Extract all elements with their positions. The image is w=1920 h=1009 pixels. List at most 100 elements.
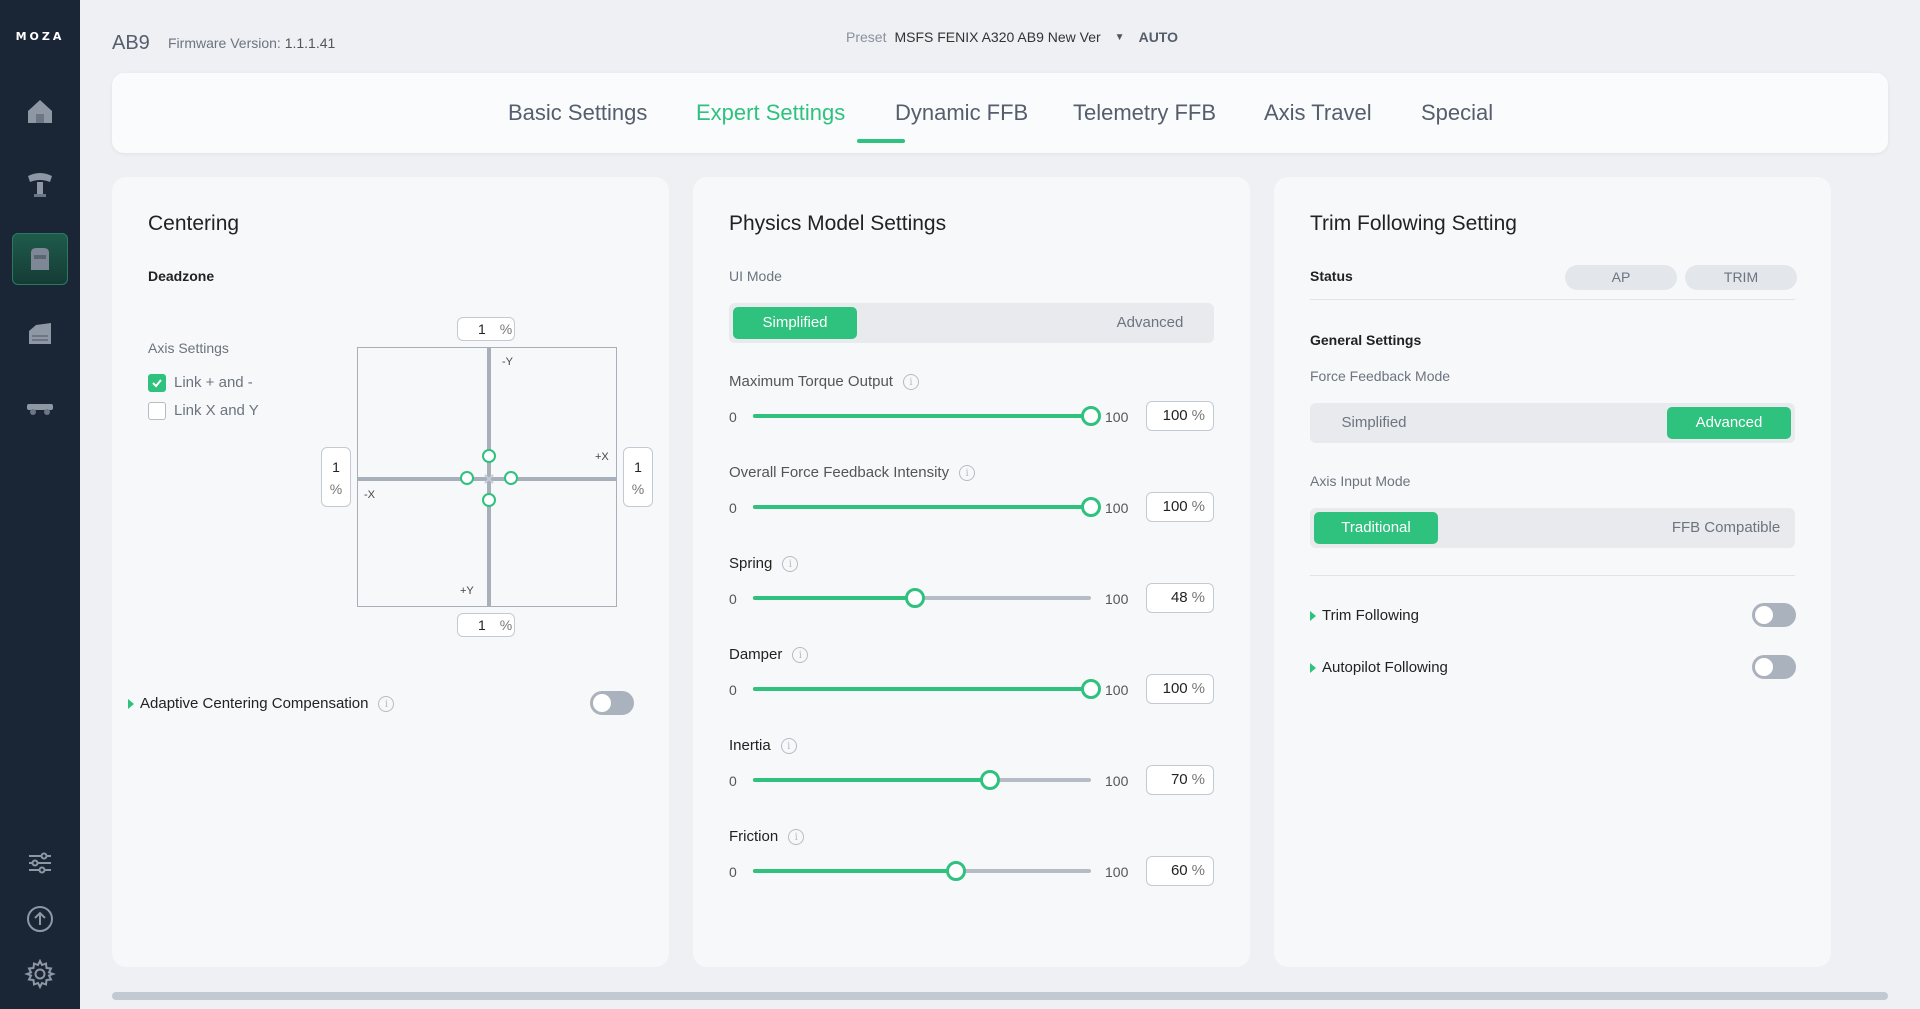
slider-label: Damper i xyxy=(729,646,809,664)
tab-special[interactable]: Special xyxy=(1421,100,1494,125)
slider-label: Maximum Torque Output i xyxy=(729,373,919,391)
ui-mode-label: UI Mode xyxy=(729,268,782,284)
info-icon[interactable]: i xyxy=(780,738,797,755)
deadzone-axis-grid: -Y +Y -X +X xyxy=(357,347,617,607)
nav-settings[interactable] xyxy=(12,948,68,1000)
ui-mode-simplified[interactable]: Simplified xyxy=(733,307,857,339)
upload-icon xyxy=(27,906,53,932)
nav-throttle[interactable] xyxy=(12,307,68,359)
preset-value[interactable]: MSFS FENIX A320 AB9 New Ver xyxy=(894,29,1101,45)
device-name: AB9 xyxy=(112,32,150,54)
deadzone-top-input[interactable]: 1 % xyxy=(457,317,515,341)
deadzone-top-handle[interactable] xyxy=(482,449,496,463)
auto-button[interactable]: AUTO xyxy=(1138,29,1178,45)
slider-value-input[interactable]: 48% xyxy=(1146,583,1214,613)
slider-track[interactable] xyxy=(753,497,1101,517)
autopilot-following-label: Autopilot Following xyxy=(1322,659,1448,676)
expand-arrow-icon[interactable] xyxy=(1310,663,1316,674)
info-icon[interactable]: i xyxy=(902,374,919,391)
slider-handle[interactable] xyxy=(945,861,966,881)
preset-selector[interactable]: Preset MSFS FENIX A320 AB9 New Ver ▼ AUT… xyxy=(846,29,1178,45)
slider-value-input[interactable]: 70% xyxy=(1146,765,1214,795)
nav-update[interactable] xyxy=(12,893,68,945)
info-icon[interactable]: i xyxy=(959,465,976,482)
caret-down-icon[interactable]: ▼ xyxy=(1114,31,1125,43)
tab-expert-settings[interactable]: Expert Settings xyxy=(696,100,846,125)
adaptive-centering-row[interactable]: Adaptive Centering Compensation i xyxy=(128,695,395,713)
horizontal-scrollbar[interactable] xyxy=(112,992,1888,1000)
slider-track[interactable] xyxy=(753,588,1091,608)
tab-dynamic-ffb[interactable]: Dynamic FFB xyxy=(895,100,1029,125)
link-xy-checkbox[interactable] xyxy=(148,402,166,420)
slider-value: 100 xyxy=(1162,498,1188,515)
deadzone-top-unit: % xyxy=(499,321,513,337)
tab-axis-travel[interactable]: Axis Travel xyxy=(1264,100,1372,125)
slider-unit: % xyxy=(1191,862,1205,879)
slider-min: 0 xyxy=(729,682,737,698)
trim-following-row[interactable]: Trim Following xyxy=(1310,607,1419,624)
deadzone-left-input[interactable]: 1 % xyxy=(321,447,351,507)
slider-handle[interactable] xyxy=(1081,679,1101,699)
slider-min: 0 xyxy=(729,773,737,789)
firmware-version: Firmware Version: 1.1.1.41 xyxy=(168,35,335,51)
slider-track[interactable] xyxy=(753,406,1101,426)
nav-pedals[interactable] xyxy=(12,381,68,433)
tab-telemetry-ffb[interactable]: Telemetry FFB xyxy=(1073,100,1217,125)
autopilot-following-toggle[interactable] xyxy=(1752,655,1796,679)
ui-mode-advanced[interactable]: Advanced xyxy=(1116,314,1184,331)
slider-track[interactable] xyxy=(753,679,1101,699)
link-plus-minus-checkbox[interactable] xyxy=(148,374,166,392)
slider-max: 100 xyxy=(1105,591,1129,607)
info-icon[interactable]: i xyxy=(788,829,805,846)
slider-handle[interactable] xyxy=(1081,406,1101,426)
divider xyxy=(1310,299,1795,300)
ffb-mode-advanced[interactable]: Advanced xyxy=(1667,407,1791,439)
slider-handle[interactable] xyxy=(1081,497,1101,517)
slider-value-input[interactable]: 100% xyxy=(1146,492,1214,522)
deadzone-right-handle[interactable] xyxy=(504,471,518,485)
info-icon[interactable]: i xyxy=(378,696,395,713)
link-xy-label: Link X and Y xyxy=(174,402,259,419)
slider-min: 0 xyxy=(729,500,737,516)
slider-label: Inertia i xyxy=(729,737,797,755)
deadzone-right-value: 1 xyxy=(634,459,642,475)
deadzone-left-handle[interactable] xyxy=(460,471,474,485)
settings-gear-icon xyxy=(24,958,56,990)
home-icon xyxy=(28,100,52,123)
nav-tuning[interactable] xyxy=(12,837,68,889)
slider-unit: % xyxy=(1191,589,1205,606)
tab-basic-settings[interactable]: Basic Settings xyxy=(508,100,648,125)
ffb-mode-simplified[interactable]: Simplified xyxy=(1341,414,1407,431)
centering-panel: Centering Deadzone Axis Settings Link + … xyxy=(112,177,669,967)
dashboard-device-icon xyxy=(28,173,52,197)
slider-value-input[interactable]: 100% xyxy=(1146,401,1214,431)
deadzone-left-value: 1 xyxy=(332,459,340,475)
adaptive-centering-toggle[interactable] xyxy=(590,691,634,715)
expand-arrow-icon[interactable] xyxy=(128,699,134,710)
slider-handle[interactable] xyxy=(979,770,1000,790)
deadzone-bottom-handle[interactable] xyxy=(482,493,496,507)
slider-unit: % xyxy=(1191,407,1205,424)
info-icon[interactable]: i xyxy=(792,647,809,664)
axis-input-ffb-compatible[interactable]: FFB Compatible xyxy=(1671,519,1781,536)
nav-dashboard-device[interactable] xyxy=(12,158,68,210)
slider-track[interactable] xyxy=(753,861,1091,881)
slider-fill xyxy=(753,414,1091,418)
deadzone-right-input[interactable]: 1 % xyxy=(623,447,653,507)
info-icon[interactable]: i xyxy=(782,556,799,573)
ffb-mode-label: Force Feedback Mode xyxy=(1310,368,1451,384)
slider-value-input[interactable]: 100% xyxy=(1146,674,1214,704)
axis-input-traditional[interactable]: Traditional xyxy=(1314,512,1438,544)
slider-track[interactable] xyxy=(753,770,1091,790)
pos-x-label: +X xyxy=(595,451,609,463)
expand-arrow-icon[interactable] xyxy=(1310,611,1316,622)
slider-handle[interactable] xyxy=(905,588,926,608)
slider-max: 100 xyxy=(1105,500,1129,516)
nav-home[interactable] xyxy=(12,85,68,137)
deadzone-bottom-input[interactable]: 1 % xyxy=(457,613,515,637)
autopilot-following-row[interactable]: Autopilot Following xyxy=(1310,659,1448,676)
axis-settings-label: Axis Settings xyxy=(148,340,229,356)
trim-following-toggle[interactable] xyxy=(1752,603,1796,627)
nav-base-device[interactable] xyxy=(12,233,68,285)
slider-value-input[interactable]: 60% xyxy=(1146,856,1214,886)
